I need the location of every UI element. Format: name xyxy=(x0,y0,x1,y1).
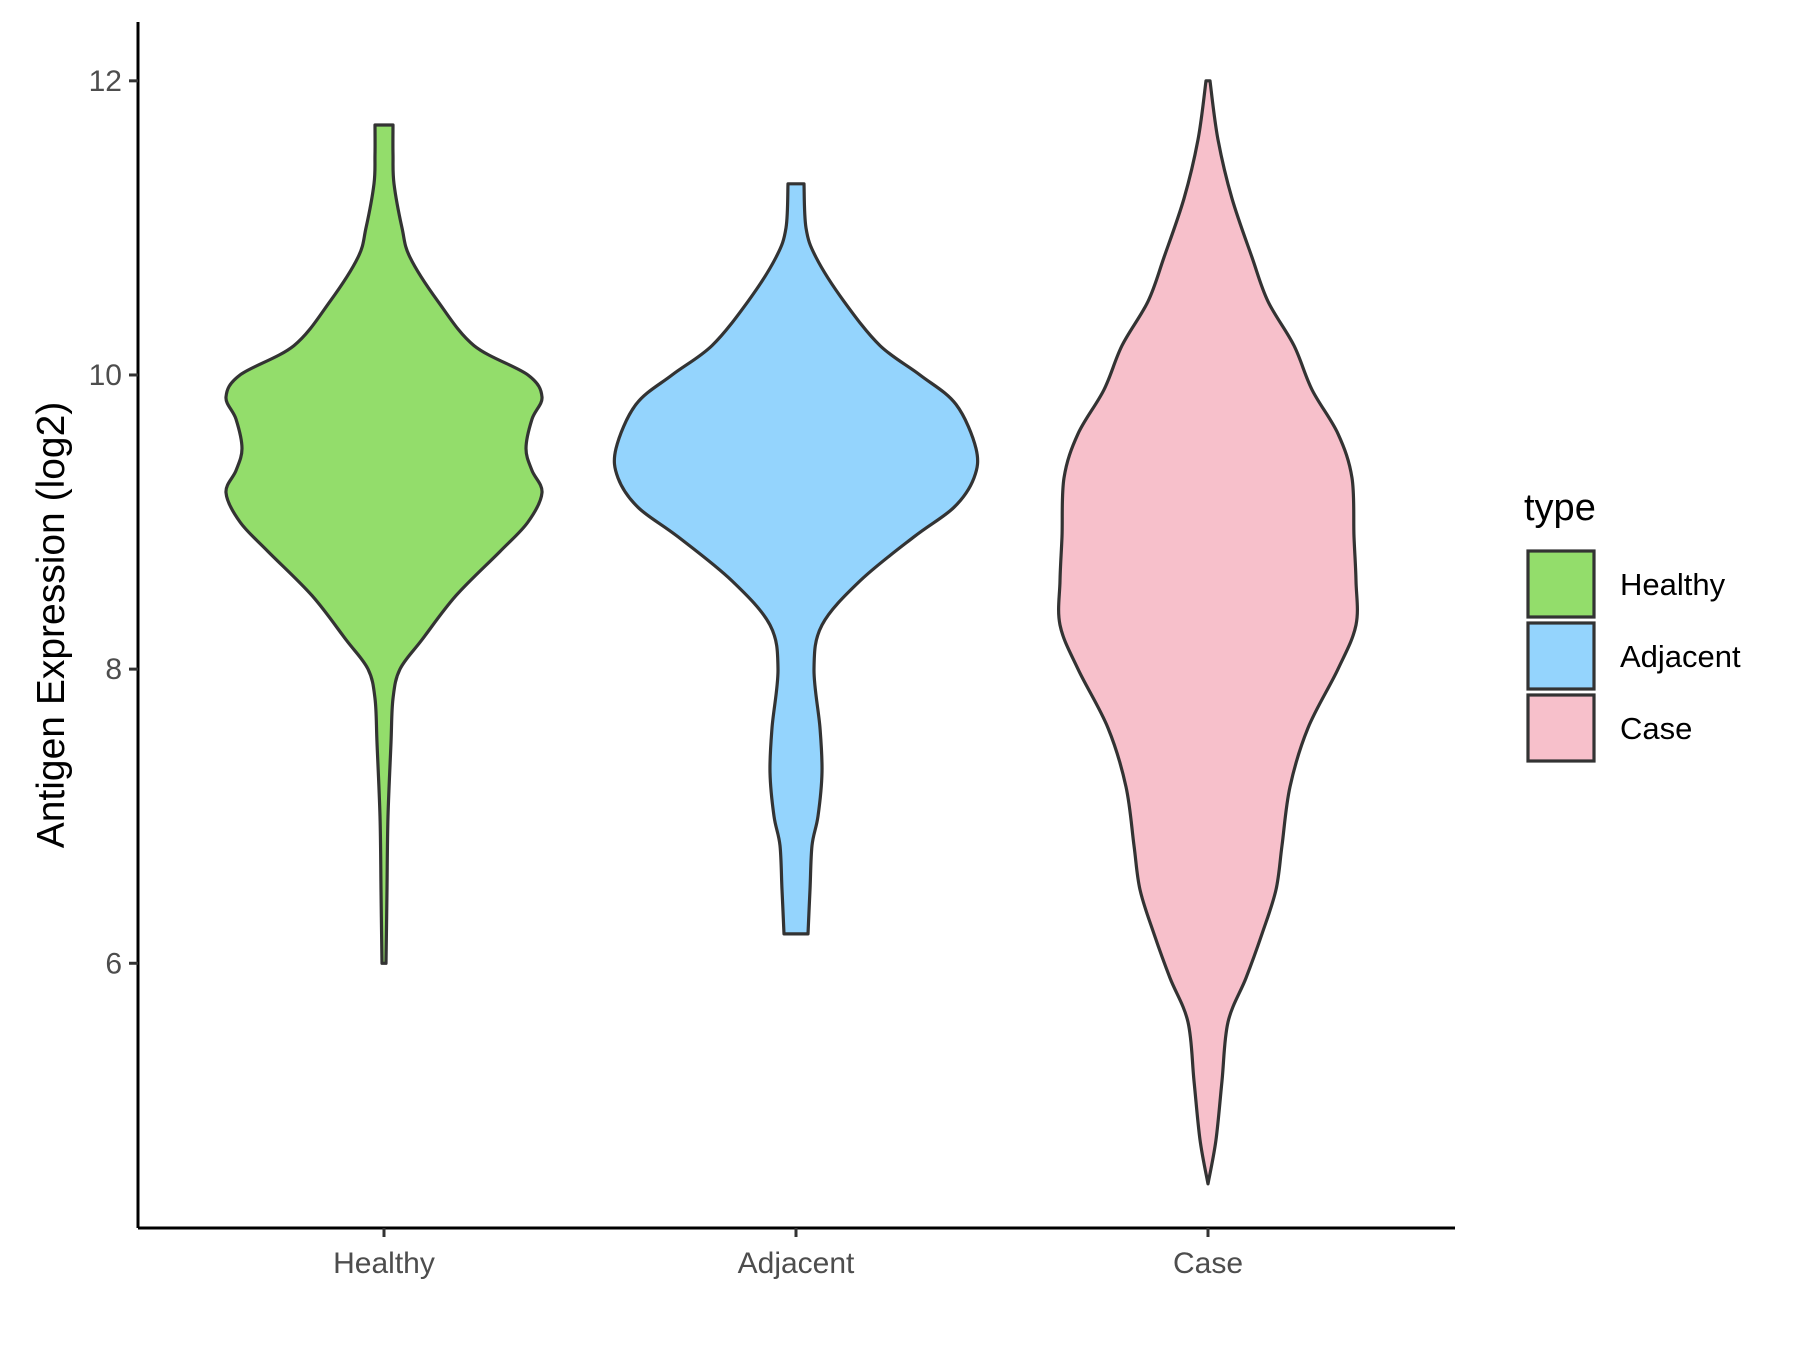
y-tick-label: 12 xyxy=(89,65,122,98)
legend-key-case xyxy=(1526,693,1596,763)
legend: type Healthy Adjacent Case xyxy=(1524,487,1741,763)
legend-title: type xyxy=(1524,487,1596,529)
x-tick-label: Healthy xyxy=(333,1247,435,1280)
x-tick-label: Case xyxy=(1173,1247,1243,1280)
violin-adjacent xyxy=(612,182,980,936)
y-axis-title: Antigen Expression (log2) xyxy=(30,402,73,849)
x-tick-label: Adjacent xyxy=(738,1247,855,1280)
violin-healthy xyxy=(224,123,544,965)
y-tick-label: 6 xyxy=(105,947,122,980)
legend-label: Adjacent xyxy=(1620,639,1741,674)
y-axis: 6 8 10 12 xyxy=(89,22,140,1228)
legend-label: Case xyxy=(1620,711,1692,746)
legend-key-healthy xyxy=(1526,549,1596,619)
violin-layer xyxy=(224,79,1359,1186)
legend-key-adjacent xyxy=(1526,621,1596,691)
x-axis: Healthy Adjacent Case xyxy=(138,1226,1455,1280)
violin-case xyxy=(1057,79,1359,1186)
y-tick-label: 10 xyxy=(89,359,122,392)
legend-label: Healthy xyxy=(1620,567,1726,602)
y-tick-label: 8 xyxy=(105,653,122,686)
